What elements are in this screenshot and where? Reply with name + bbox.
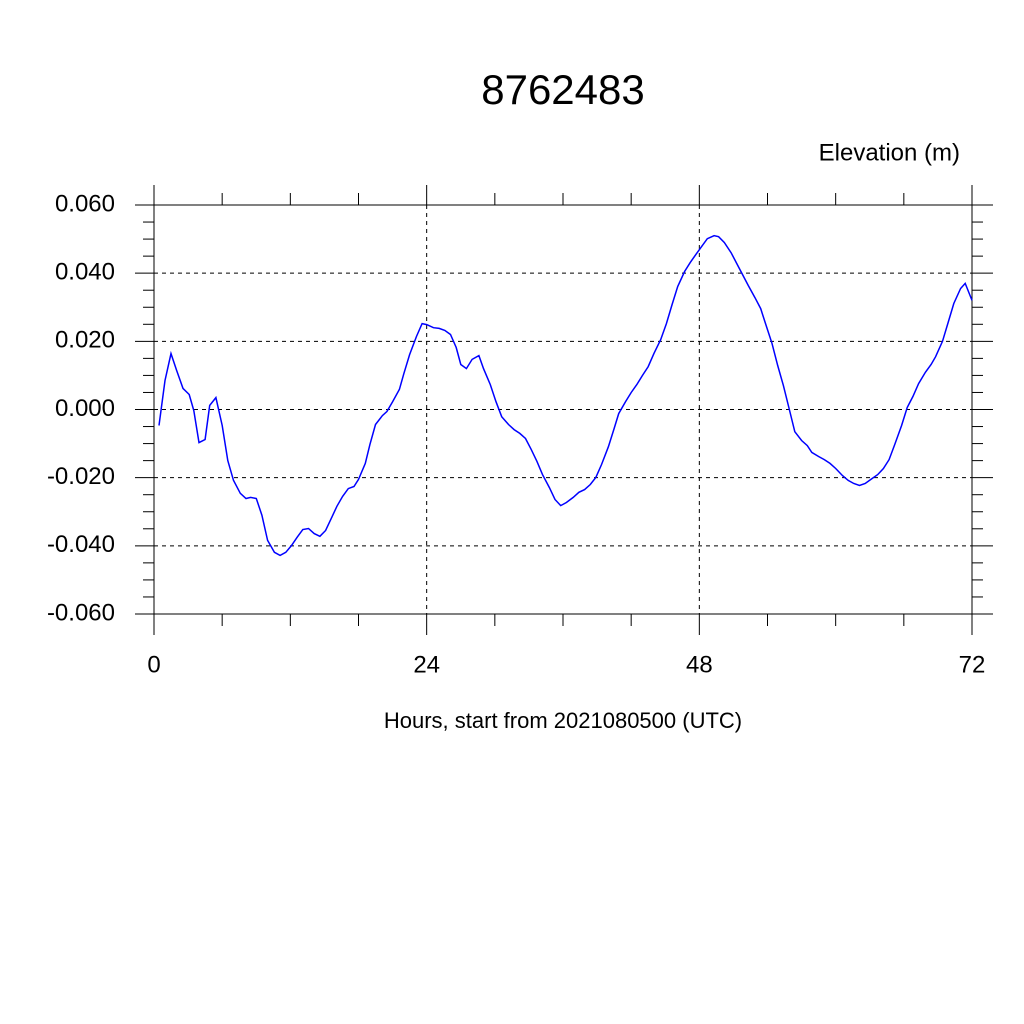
chart-title: 8762483: [481, 66, 645, 113]
y-tick-label: -0.060: [47, 599, 115, 626]
x-tick-label: 24: [413, 651, 440, 678]
x-tick-label: 0: [147, 651, 160, 678]
y-tick-label: 0.000: [55, 395, 115, 422]
x-axis-label: Hours, start from 2021080500 (UTC): [384, 708, 742, 733]
series-line: [158, 234, 973, 557]
y-tick-label: -0.020: [47, 463, 115, 490]
y-tick-label: 0.020: [55, 327, 115, 354]
x-tick-label: 72: [959, 651, 986, 678]
x-tick-label: 48: [686, 651, 713, 678]
y-axis-label: Elevation (m): [819, 139, 960, 166]
y-tick-label: -0.040: [47, 531, 115, 558]
y-tick-label: 0.060: [55, 190, 115, 217]
y-tick-label: 0.040: [55, 259, 115, 286]
